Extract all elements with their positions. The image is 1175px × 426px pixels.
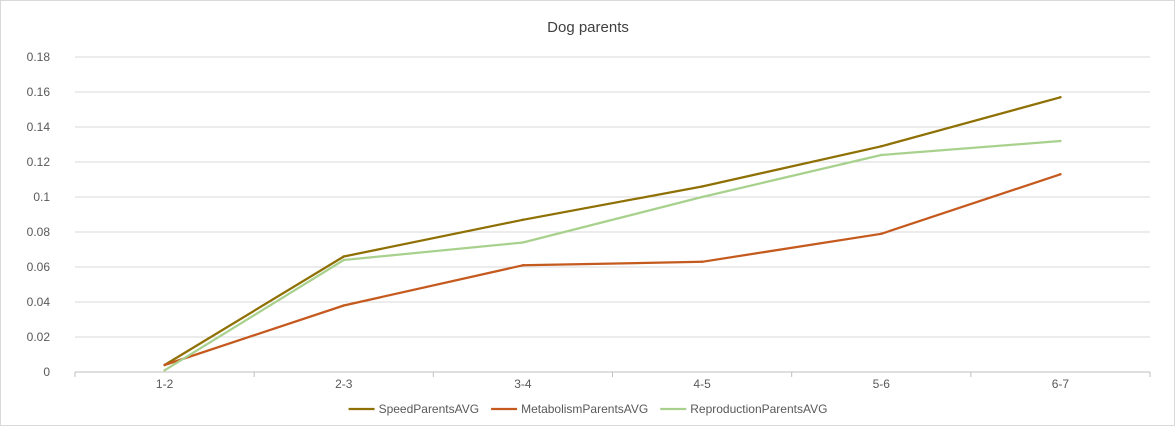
y-tick-label: 0.14: [27, 120, 51, 134]
legend-label: MetabolismParentsAVG: [521, 402, 648, 416]
y-tick-label: 0.1: [33, 190, 50, 204]
data-point: [342, 255, 345, 258]
series-lines: [163, 96, 1062, 372]
x-tick-label: 2-3: [335, 377, 353, 391]
y-tick-label: 0.02: [27, 330, 51, 344]
data-point: [1059, 173, 1062, 176]
series-line: [163, 96, 1062, 367]
y-tick-label: 0.12: [27, 155, 51, 169]
data-point: [342, 258, 345, 262]
data-point: [521, 241, 525, 244]
data-point: [700, 195, 704, 199]
data-point: [1059, 96, 1062, 99]
x-tick-label: 4-5: [693, 377, 711, 391]
data-point: [880, 232, 883, 235]
y-tick-label: 0.08: [27, 225, 51, 239]
data-point: [1059, 139, 1062, 143]
y-tick-label: 0.06: [27, 260, 51, 274]
data-point: [521, 264, 525, 267]
y-tick-label: 0.16: [27, 85, 51, 99]
data-point: [700, 185, 704, 188]
y-tick-label: 0: [43, 365, 50, 379]
x-tick-label: 1-2: [156, 377, 174, 391]
x-tick-label: 5-6: [873, 377, 891, 391]
data-point: [163, 363, 166, 367]
x-tick-label: 3-4: [514, 377, 532, 391]
data-point: [880, 145, 883, 148]
data-point: [163, 369, 166, 372]
legend-label: SpeedParentsAVG: [379, 402, 480, 416]
data-point: [521, 218, 525, 221]
series-line: [163, 139, 1062, 372]
chart-title: Dog parents: [547, 19, 629, 36]
y-tick-label: 0.18: [27, 50, 51, 64]
series-line: [163, 173, 1062, 367]
y-tick-label: 0.04: [27, 295, 51, 309]
data-point: [342, 304, 345, 307]
legend-label: ReproductionParentsAVG: [690, 402, 827, 416]
data-point: [880, 153, 883, 157]
data-point: [700, 260, 704, 263]
x-tick-label: 6-7: [1052, 377, 1070, 391]
axes: 0 0.02 0.04 0.06 0.08 0.1 0.12 0.14 0.16 0.18 1-2 2…: [27, 50, 1151, 391]
legend: SpeedParentsAVG MetabolismParentsAVG Repro…: [348, 402, 827, 416]
gridlines: [75, 56, 1150, 338]
